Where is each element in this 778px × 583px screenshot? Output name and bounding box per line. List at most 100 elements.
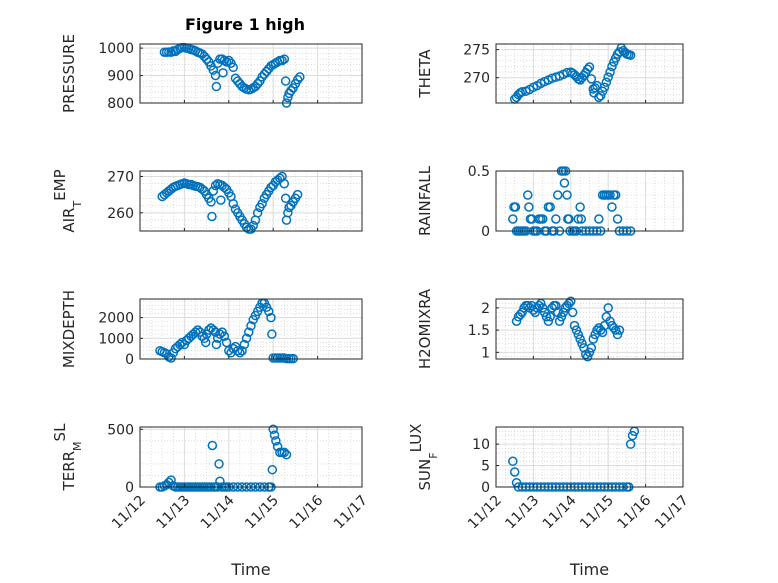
- data-point: [207, 440, 218, 451]
- data-point: [627, 430, 638, 441]
- data-point: [586, 343, 597, 353]
- data-point: [510, 202, 521, 212]
- y-axis-label: MIXDEPTH: [60, 290, 78, 368]
- data-point: [295, 72, 305, 82]
- data-point: [575, 202, 585, 212]
- data-point: [239, 339, 250, 350]
- y-tick-label: 260: [107, 206, 134, 222]
- data-point: [551, 214, 561, 224]
- y-tick-label: 1.5: [468, 323, 490, 339]
- data-point: [221, 57, 232, 67]
- data-point: [239, 83, 250, 93]
- y-axis-label: RAINFALL: [416, 165, 434, 236]
- data-point: [246, 321, 256, 331]
- y-tick-label: 5: [481, 459, 490, 475]
- data-point: [577, 338, 587, 349]
- data-markers: [509, 43, 636, 104]
- data-point: [582, 352, 593, 362]
- data-point: [206, 197, 216, 207]
- data-point: [599, 82, 610, 93]
- data-point: [610, 190, 621, 200]
- panel-terr-msl: 0 500 TERRMSL 11/12 11/13 11/14 11/15 11/16 11/1…: [51, 422, 371, 579]
- data-point: [554, 316, 565, 326]
- data-point: [228, 62, 238, 73]
- y-tick-label: 800: [107, 96, 134, 112]
- data-point: [266, 312, 276, 323]
- data-point: [257, 198, 267, 209]
- data-point: [595, 90, 606, 101]
- y-tick-label: 10: [472, 437, 490, 453]
- panel-h2omixra: 1 1.5 2 H2OMIXRA: [416, 288, 684, 369]
- data-point: [541, 312, 552, 322]
- data-point: [569, 320, 580, 331]
- data-point: [172, 44, 183, 55]
- data-point: [594, 214, 604, 224]
- panel-rainfall: 0 0.5 RAINFALL: [416, 164, 684, 240]
- x-tick-label: 11/13: [153, 493, 193, 533]
- axes-frame: [495, 170, 684, 232]
- data-point: [586, 74, 597, 84]
- data-point: [204, 325, 214, 335]
- data-point: [556, 312, 567, 322]
- data-point: [567, 307, 578, 318]
- data-point: [292, 189, 303, 200]
- data-markers: [511, 296, 625, 362]
- data-point: [224, 345, 234, 356]
- data-point: [208, 65, 219, 75]
- data-point: [192, 325, 203, 335]
- y-axis-label: THETA: [416, 49, 434, 99]
- panel-theta: 270 275 THETA: [416, 43, 684, 104]
- data-point: [538, 303, 548, 313]
- data-point: [603, 72, 613, 82]
- data-point: [252, 208, 263, 218]
- y-tick-label: 0: [481, 480, 490, 496]
- y-tick-label: 900: [107, 69, 134, 85]
- data-point: [271, 436, 281, 446]
- data-point: [281, 449, 292, 460]
- data-point: [241, 333, 252, 344]
- data-point: [573, 214, 584, 224]
- data-point: [277, 55, 287, 66]
- data-point: [166, 475, 176, 485]
- data-point: [612, 214, 623, 224]
- data-point: [508, 456, 518, 467]
- data-point: [219, 331, 230, 341]
- data-point: [590, 83, 600, 93]
- data-point: [166, 353, 176, 363]
- data-point: [175, 339, 185, 350]
- axes-frame: [139, 426, 363, 488]
- data-point: [280, 193, 291, 204]
- data-point: [214, 459, 224, 469]
- data-point: [272, 441, 283, 452]
- data-point: [527, 214, 537, 224]
- axes-frame: [495, 426, 684, 488]
- data-point: [221, 337, 232, 348]
- data-point: [564, 214, 574, 224]
- data-point: [545, 202, 555, 212]
- data-point: [584, 347, 595, 358]
- data-point: [605, 67, 615, 77]
- figure-title: Figure 1 high: [185, 15, 305, 34]
- data-point: [248, 220, 258, 231]
- data-point: [218, 68, 228, 78]
- y-axis-label: AIRTEMP: [51, 169, 84, 232]
- data-point: [177, 337, 187, 348]
- y-tick-label: 1000: [98, 41, 134, 57]
- x-tick-label: 11/15: [577, 493, 617, 533]
- y-axis-label: H2OMIXRA: [416, 288, 434, 369]
- data-point: [597, 327, 608, 338]
- x-axis-label: Time: [569, 560, 609, 579]
- x-tick-label: 11/14: [198, 492, 238, 532]
- axes-frame: [495, 43, 684, 104]
- data-markers: [155, 298, 298, 364]
- y-tick-label: 0: [481, 224, 490, 240]
- data-point: [252, 79, 263, 89]
- x-tick-label: 11/13: [502, 493, 542, 533]
- panel-sun-flux: 0 5 10 SUNFLUX 11/1211/1311/1411/1511/1611/1…: [407, 424, 692, 579]
- panel-air-temp: 260 270 AIRTEMP: [51, 169, 363, 234]
- y-tick-label: 1000: [98, 331, 134, 347]
- y-tick-label: 1: [481, 345, 490, 361]
- y-tick-label: 275: [463, 43, 490, 59]
